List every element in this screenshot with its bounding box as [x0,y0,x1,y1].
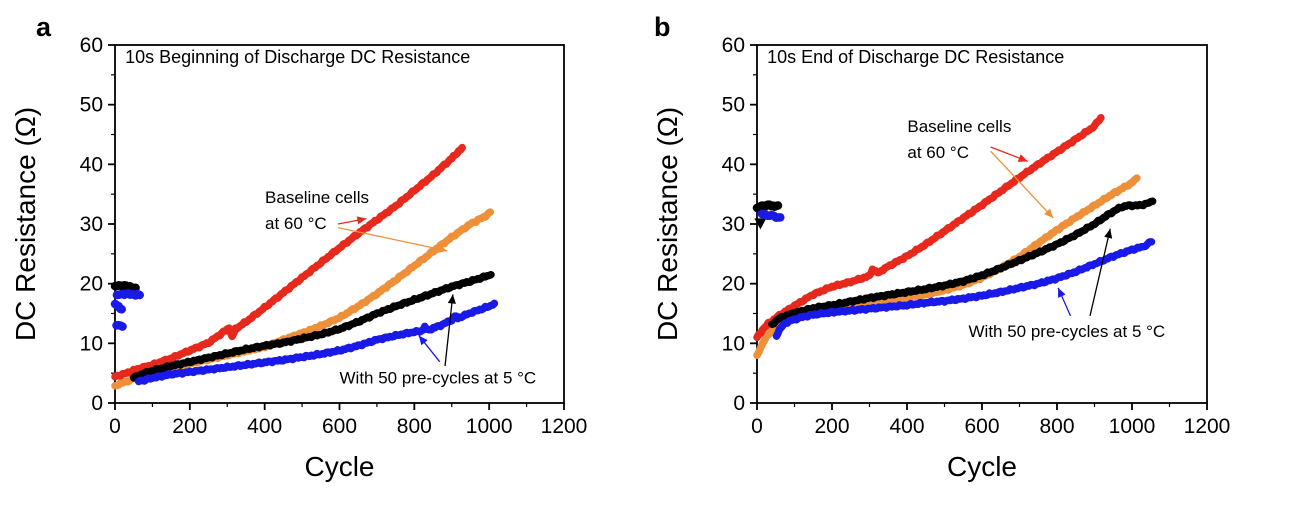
y-axis-tick-label: 10 [80,332,103,355]
y-axis-tick-label: 60 [80,34,103,57]
panel-letter: b [654,12,671,42]
y-axis-tick-label: 10 [722,332,745,355]
series-precycled-cell-1 [768,197,1157,328]
y-axis-tick-label: 30 [80,213,103,236]
baseline-cells-label: Baseline cells [265,188,369,207]
x-axis-label: Cycle [947,451,1017,482]
annotation-arrowhead [356,216,367,225]
series-segment-precycled-cell-2 [110,299,126,314]
y-axis-label: DC Resistance (Ω) [652,107,683,341]
x-axis-tick-label: 800 [397,415,432,438]
precycles-label: With 50 pre-cycles at 5 °C [340,368,537,387]
y-axis-tick-label: 20 [80,273,103,296]
y-axis-tick-label: 0 [91,392,103,415]
annotation-arrow [337,226,448,252]
series-precycled-cell-2 [134,299,499,386]
panel-a: 0 200 400 600 800 1000 1200 0 10 20 30 40 50 60 Cycle D… [10,12,588,482]
x-axis-tick-label: 0 [751,415,763,438]
chart-a: 0 200 400 600 800 1000 1200 0 10 20 30 40 50 60 Cycle D… [10,12,588,482]
annotation-arrow [1089,228,1111,317]
y-axis-label: DC Resistance (Ω) [10,107,41,341]
panel-b: 0 200 400 600 800 1000 1200 0 10 20 30 40 50 60 Cycle D… [650,0,1299,509]
x-axis-tick-label: 400 [247,415,282,438]
x-axis-tick-label: 1000 [466,415,513,438]
x-axis-tick-label: 800 [1039,415,1074,438]
x-axis-tick-label: 1000 [1109,415,1156,438]
series-segment-precycled-cell-2 [112,289,144,300]
annotation-arrowhead [1058,287,1066,298]
series-precycled-cell-2 [772,238,1156,340]
y-axis-tick-label: 30 [722,213,745,236]
y-axis-tick-label: 50 [722,94,745,117]
y-axis-tick-label: 40 [80,153,103,176]
x-axis-label: Cycle [304,451,374,482]
baseline-cells-label: Baseline cells [907,117,1011,136]
series-baseline-cell-1 [111,143,466,381]
panel-letter: a [36,12,52,42]
y-axis-tick-label: 20 [722,273,745,296]
x-axis-tick-label: 1200 [1184,415,1231,438]
y-axis-tick-label: 40 [722,153,745,176]
plot-frame [756,44,1208,404]
series-segment-precycled-cell-1 [110,281,140,293]
annotation-arrowhead [437,244,448,253]
annotation-arrowhead [1104,228,1113,239]
annotation-arrow [990,150,1054,219]
x-axis-tick-label: 400 [889,415,924,438]
chart-title: 10s End of Discharge DC Resistance [767,47,1064,67]
series-segment-precycled-cell-2 [757,209,785,222]
annotation-arrowhead [418,335,428,346]
y-axis-tick-label: 60 [722,34,745,57]
x-axis-tick-label: 200 [172,415,207,438]
x-axis-tick-label: 600 [964,415,999,438]
series-precycled-cell-1 [129,270,495,382]
precycles-label: With 50 pre-cycles at 5 °C [969,322,1166,341]
annotation-arrowhead [1017,154,1028,162]
x-axis-tick-label: 600 [322,415,357,438]
y-axis-tick-label: 50 [80,94,103,117]
chart-b: 0 200 400 600 800 1000 1200 0 10 20 30 40 50 60 Cycle D… [652,12,1231,482]
y-axis-tick-label: 0 [733,392,745,415]
x-axis-tick-label: 200 [814,415,849,438]
chart-title: 10s Beginning of Discharge DC Resistance [125,47,470,67]
annotation-arrowhead [1044,208,1054,219]
series-segment-precycled-cell-2 [112,320,127,331]
baseline-cells-label: at 60 °C [907,143,969,162]
marker-triangle-down [754,218,767,230]
annotation-arrow [444,294,454,367]
x-axis-tick-label: 1200 [541,415,588,438]
series-segment-precycled-cell-1 [752,200,783,213]
x-axis-tick-label: 0 [109,415,121,438]
baseline-cells-label: at 60 °C [265,214,327,233]
series-baseline-cell-1 [753,114,1105,342]
annotation-arrowhead [447,294,456,304]
